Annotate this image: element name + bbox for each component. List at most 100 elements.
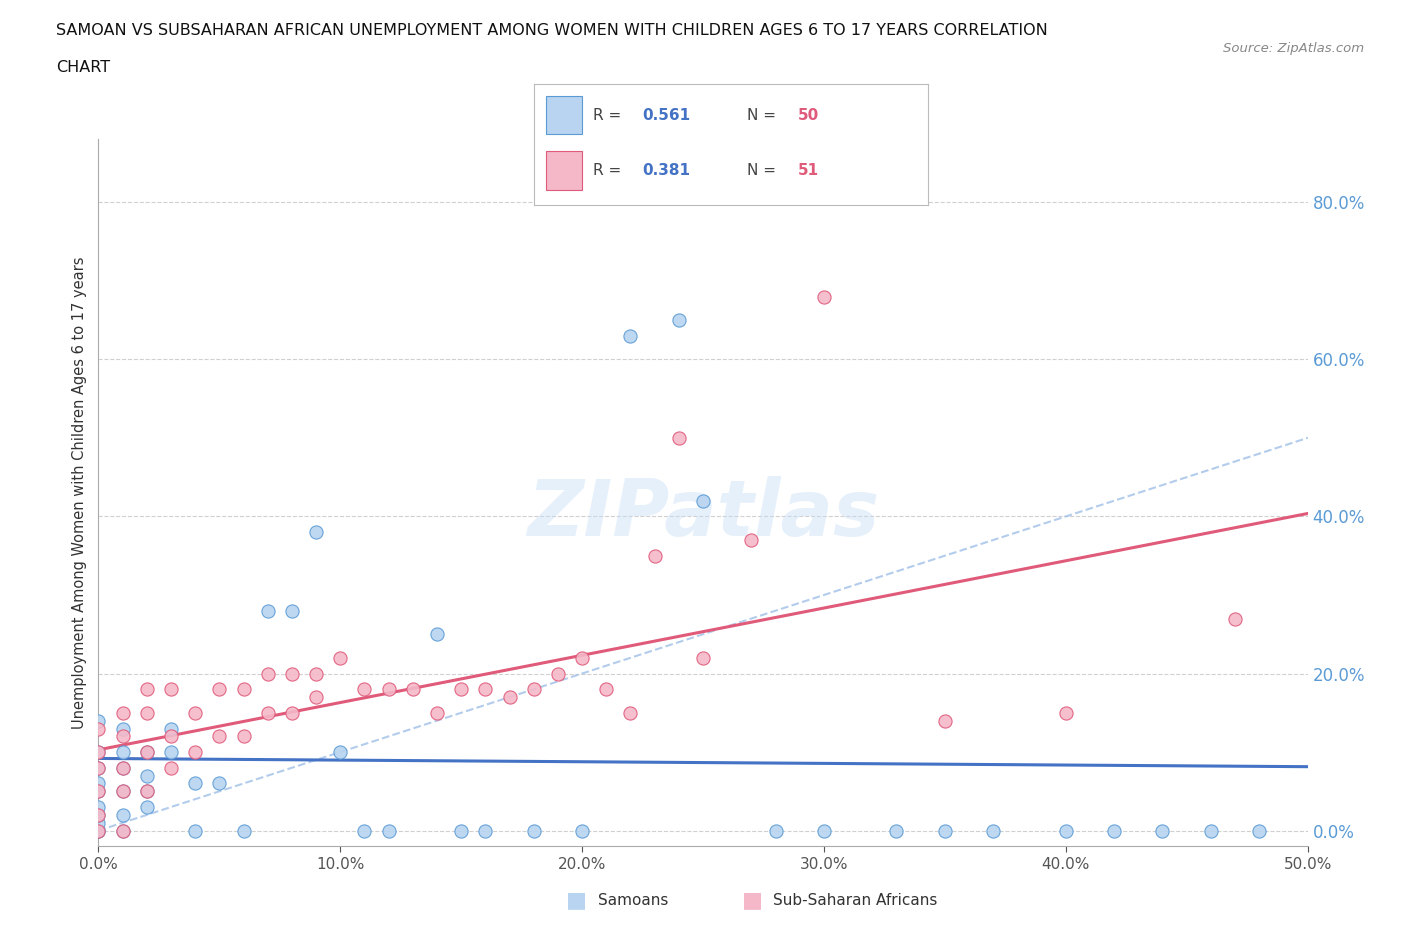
Point [329, 745, 352, 760]
Point [87, 721, 110, 736]
Point [135, 682, 157, 697]
Point [692, 493, 714, 508]
Point [305, 666, 328, 681]
Point [184, 776, 207, 790]
Text: N =: N = [747, 164, 780, 179]
Point [281, 604, 304, 618]
Point [87, 745, 110, 760]
Point [208, 776, 231, 790]
Point [353, 823, 375, 838]
Point [571, 823, 593, 838]
Point [87, 784, 110, 799]
Point [281, 705, 304, 720]
Point [111, 784, 134, 799]
Point [1199, 823, 1222, 838]
Point [208, 682, 231, 697]
Point [934, 823, 956, 838]
Point [813, 289, 835, 304]
Point [256, 705, 278, 720]
Point [571, 650, 593, 665]
Point [426, 627, 449, 642]
Y-axis label: Unemployment Among Women with Children Ages 6 to 17 years: Unemployment Among Women with Children A… [72, 257, 87, 729]
Text: ■: ■ [742, 890, 762, 910]
Point [87, 816, 110, 830]
Point [208, 729, 231, 744]
Point [135, 745, 157, 760]
Point [111, 761, 134, 776]
Point [232, 682, 254, 697]
Point [232, 823, 254, 838]
Point [111, 823, 134, 838]
Point [111, 784, 134, 799]
Point [87, 713, 110, 728]
Point [87, 823, 110, 838]
Point [184, 745, 207, 760]
Text: Source: ZipAtlas.com: Source: ZipAtlas.com [1223, 42, 1364, 55]
Point [135, 768, 157, 783]
Point [87, 761, 110, 776]
Point [160, 721, 183, 736]
Point [111, 705, 134, 720]
Text: 0.381: 0.381 [643, 164, 690, 179]
Point [111, 761, 134, 776]
Point [135, 784, 157, 799]
Text: SAMOAN VS SUBSAHARAN AFRICAN UNEMPLOYMENT AMONG WOMEN WITH CHILDREN AGES 6 TO 17: SAMOAN VS SUBSAHARAN AFRICAN UNEMPLOYMEN… [56, 23, 1047, 38]
Point [765, 823, 787, 838]
Point [692, 650, 714, 665]
Point [595, 682, 617, 697]
Point [256, 666, 278, 681]
Point [1102, 823, 1125, 838]
Point [87, 800, 110, 815]
Point [135, 705, 157, 720]
Point [135, 800, 157, 815]
Point [87, 807, 110, 822]
Point [740, 533, 762, 548]
Point [232, 729, 254, 744]
Point [450, 682, 472, 697]
Point [111, 721, 134, 736]
Point [981, 823, 1004, 838]
Point [1249, 823, 1271, 838]
Point [87, 784, 110, 799]
Text: R =: R = [593, 108, 627, 123]
Point [160, 682, 183, 697]
Point [1152, 823, 1174, 838]
Text: ■: ■ [567, 890, 586, 910]
Point [160, 745, 183, 760]
Point [281, 666, 304, 681]
Text: Samoans: Samoans [598, 893, 668, 908]
Point [1223, 611, 1246, 626]
Point [426, 705, 449, 720]
Point [305, 690, 328, 705]
Text: 0.561: 0.561 [643, 108, 690, 123]
Point [111, 807, 134, 822]
Point [377, 823, 399, 838]
Point [450, 823, 472, 838]
Point [87, 823, 110, 838]
Point [184, 705, 207, 720]
Point [87, 761, 110, 776]
Bar [546, 152, 582, 190]
Point [353, 682, 375, 697]
Text: N =: N = [747, 108, 780, 123]
Point [523, 682, 546, 697]
Point [402, 682, 425, 697]
Bar [546, 96, 582, 135]
Text: R =: R = [593, 164, 627, 179]
Point [305, 525, 328, 539]
Point [184, 823, 207, 838]
Point [474, 682, 496, 697]
Point [644, 549, 666, 564]
Point [256, 604, 278, 618]
Text: CHART: CHART [56, 60, 110, 75]
Text: 51: 51 [799, 164, 820, 179]
Point [1054, 823, 1077, 838]
Point [160, 761, 183, 776]
Point [668, 312, 690, 327]
Point [377, 682, 399, 697]
Text: ZIPatlas: ZIPatlas [527, 476, 879, 552]
Point [619, 328, 641, 343]
Point [135, 745, 157, 760]
Point [87, 745, 110, 760]
Point [87, 776, 110, 790]
